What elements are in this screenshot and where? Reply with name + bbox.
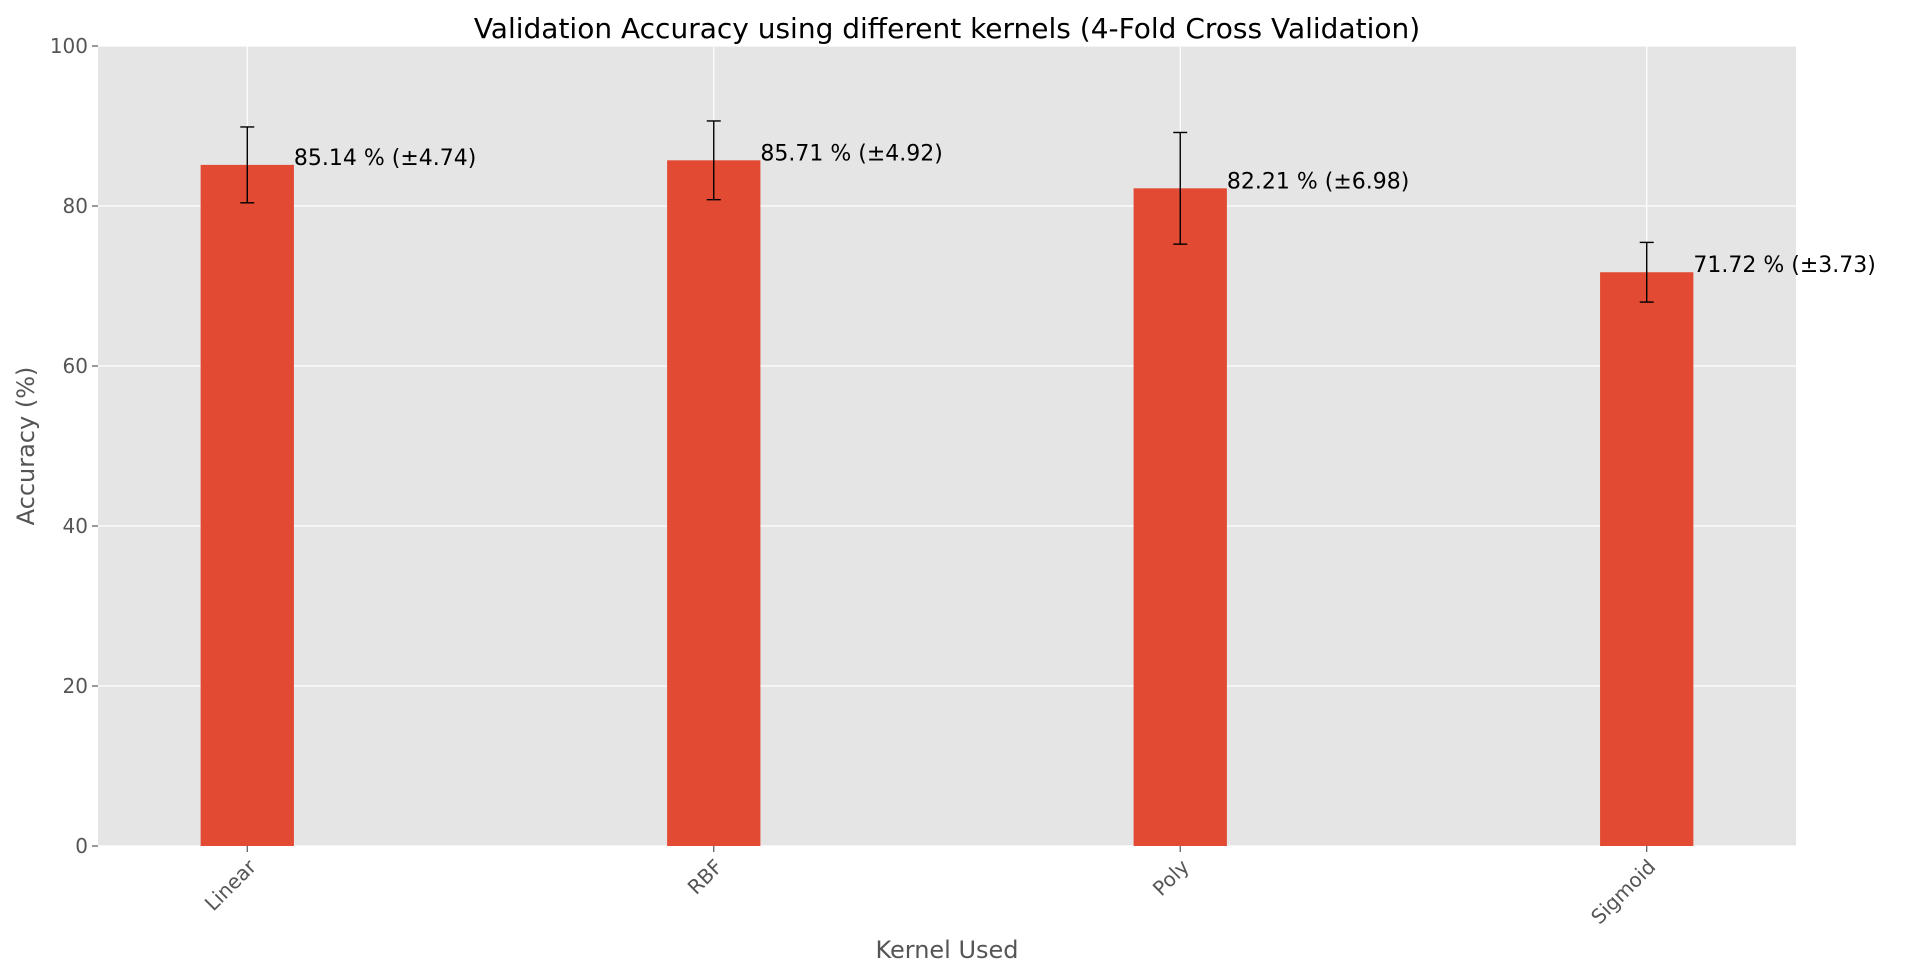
- y-axis-label: Accuracy (%): [12, 367, 40, 526]
- y-axis-ticks: 0 20 40 60 80 100: [50, 34, 98, 858]
- bar-rbf: [667, 160, 761, 846]
- bar-sigmoid: [1600, 272, 1694, 846]
- x-tick-label-rbf: RBF: [683, 855, 728, 900]
- bar-poly: [1133, 188, 1227, 846]
- x-tick-label-sigmoid: Sigmoid: [1586, 855, 1660, 929]
- x-tick-label-linear: Linear: [200, 854, 261, 915]
- y-tick-label: 60: [63, 354, 88, 378]
- y-tick-label: 80: [63, 194, 88, 218]
- data-label-rbf: 85.71 % (±4.92): [760, 141, 942, 166]
- plot-area: [98, 46, 1796, 846]
- chart-title: Validation Accuracy using different kern…: [474, 12, 1420, 45]
- data-label-sigmoid: 71.72 % (±3.73): [1693, 253, 1875, 278]
- y-tick-label: 40: [63, 514, 88, 538]
- data-label-linear: 85.14 % (±4.74): [294, 146, 476, 171]
- bars: [200, 160, 1694, 846]
- y-tick-label: 100: [50, 34, 88, 58]
- x-tick-label-poly: Poly: [1148, 854, 1194, 900]
- data-label-poly: 82.21 % (±6.98): [1227, 169, 1409, 194]
- bar-linear: [200, 164, 294, 846]
- x-axis-label: Kernel Used: [875, 936, 1018, 964]
- x-axis-ticks: Linear RBF Poly Sigmoid: [200, 846, 1660, 929]
- data-labels: 85.14 % (±4.74) 85.71 % (±4.92) 82.21 % (±…: [294, 141, 1876, 278]
- error-bars: [240, 120, 1654, 303]
- y-tick-label: 20: [63, 674, 88, 698]
- y-tick-label: 0: [75, 834, 88, 858]
